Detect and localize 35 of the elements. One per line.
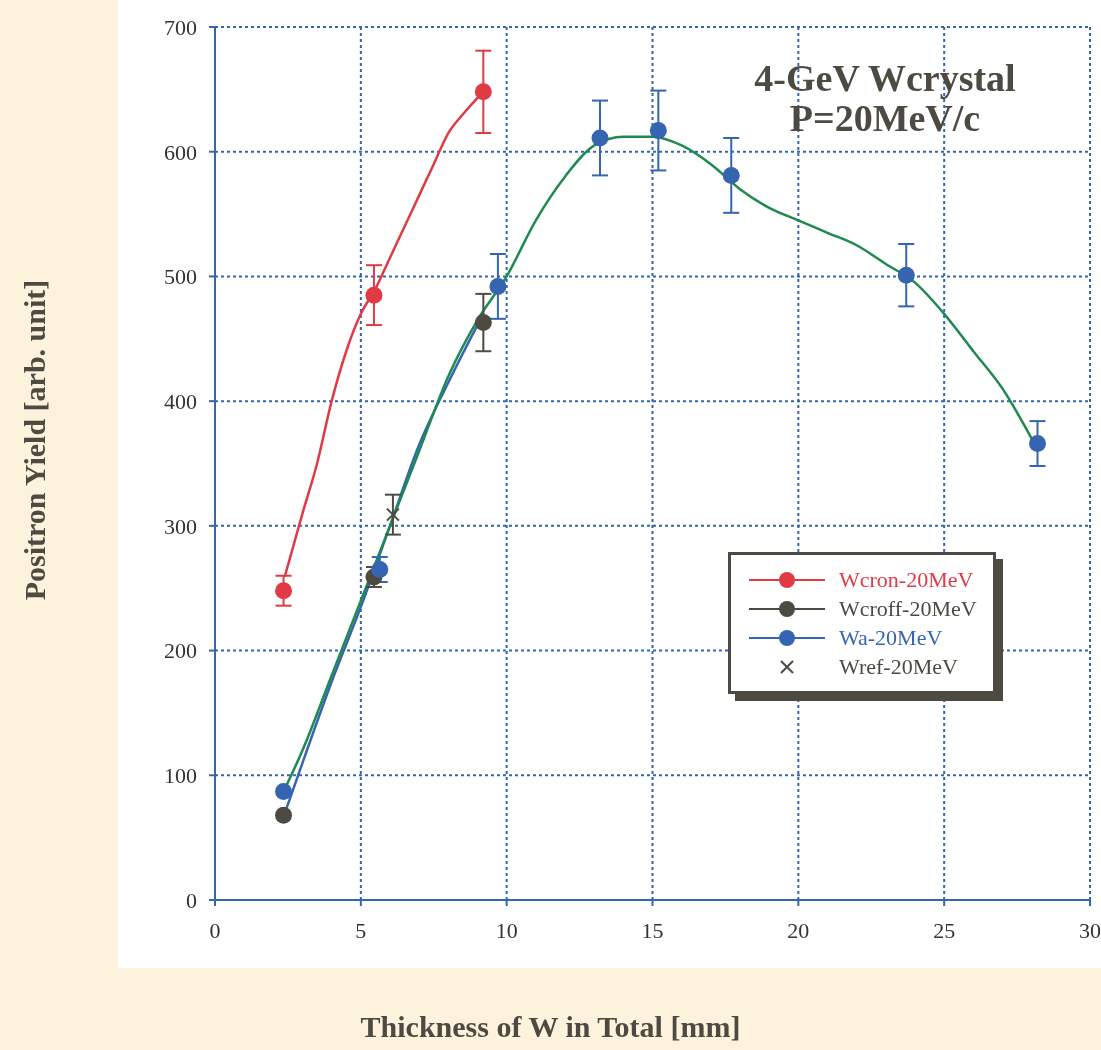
point [897,266,915,284]
x-tick-label: 0 [209,917,221,943]
y-tick-label: 300 [164,513,197,539]
y-tick-label: 400 [164,388,197,414]
y-tick-label: 500 [164,264,197,290]
point [649,122,667,140]
y-tick-label: 200 [164,638,197,664]
point [591,129,609,147]
point [275,806,293,824]
y-tick-label: 700 [164,14,197,40]
point [489,277,507,295]
point [1029,435,1046,453]
x-tick-label: 15 [641,917,664,943]
legend-label: Wref-20MeV [839,653,958,680]
y-tick-label: 600 [164,139,197,165]
x-tick-label: 10 [495,917,518,943]
legend-label: Wa-20MeV [839,624,943,651]
point [474,83,492,101]
y-tick-label: 100 [164,763,197,789]
legend-label: Wcron-20MeV [839,566,974,593]
x-axis-title: Thickness of W in Total [mm] [359,1010,742,1044]
point [275,783,293,800]
point [365,286,383,304]
x-tick-label: 5 [355,917,367,943]
text: 4-GeV Wcrystal [753,57,1017,99]
y-axis-title: Positron Yield [arb. unit] [18,279,52,601]
x-tick-label: 30 [1079,917,1101,943]
legend-label: Wcroff-20MeV [839,595,977,622]
y-tick-label: 0 [186,887,197,913]
point [275,582,293,600]
point [371,561,389,579]
point [722,166,740,184]
x-tick-label: 25 [933,917,956,943]
x-tick-label: 20 [787,917,810,943]
point [474,314,492,332]
